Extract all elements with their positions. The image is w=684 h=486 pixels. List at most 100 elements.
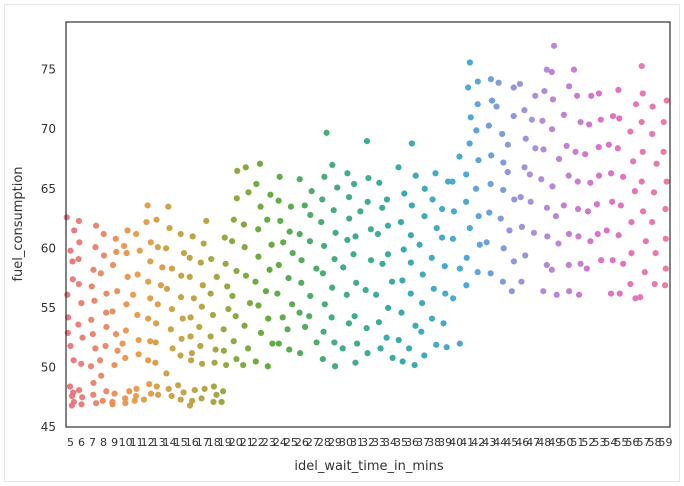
data-point bbox=[186, 254, 193, 261]
data-point bbox=[289, 249, 296, 257]
data-point bbox=[432, 170, 439, 177]
data-point bbox=[493, 103, 500, 110]
data-point bbox=[197, 342, 204, 350]
data-point bbox=[123, 301, 130, 308]
data-point bbox=[518, 278, 525, 285]
data-point bbox=[587, 179, 594, 186]
x-tick-label: 22 bbox=[251, 436, 265, 449]
data-point bbox=[388, 278, 396, 285]
data-point bbox=[240, 221, 247, 228]
x-tick-label: 40 bbox=[449, 436, 463, 449]
data-point bbox=[201, 385, 208, 392]
data-point bbox=[408, 140, 415, 147]
data-point bbox=[362, 286, 369, 294]
data-point bbox=[296, 230, 303, 238]
data-point bbox=[616, 290, 623, 297]
data-point bbox=[609, 113, 617, 120]
data-point bbox=[153, 216, 160, 223]
data-point bbox=[411, 361, 418, 369]
data-point bbox=[438, 234, 446, 241]
y-tick-label: 65 bbox=[41, 182, 56, 196]
data-point bbox=[521, 164, 528, 171]
data-point bbox=[189, 397, 196, 404]
data-point bbox=[79, 394, 86, 401]
data-point bbox=[550, 42, 558, 49]
data-point bbox=[234, 167, 241, 174]
data-point bbox=[467, 114, 474, 121]
data-point bbox=[198, 395, 205, 402]
data-point bbox=[543, 66, 550, 73]
data-point bbox=[100, 252, 108, 259]
x-tick-label: 12 bbox=[141, 436, 155, 449]
data-point bbox=[583, 265, 590, 272]
data-point bbox=[418, 328, 425, 335]
data-point bbox=[134, 311, 141, 319]
data-point bbox=[614, 145, 621, 152]
data-point bbox=[178, 335, 185, 342]
data-point bbox=[463, 171, 470, 178]
data-point bbox=[367, 257, 375, 264]
x-tick-label: 14 bbox=[163, 436, 177, 449]
data-point bbox=[320, 328, 327, 335]
data-point bbox=[532, 92, 539, 99]
x-tick-label: 52 bbox=[581, 436, 595, 449]
x-tick-label: 17 bbox=[196, 436, 210, 449]
data-point bbox=[67, 342, 74, 350]
data-point bbox=[296, 309, 303, 316]
data-point bbox=[177, 230, 184, 238]
data-point bbox=[257, 329, 265, 336]
data-point bbox=[96, 357, 104, 364]
data-point bbox=[323, 129, 330, 136]
data-point bbox=[157, 282, 164, 289]
data-point bbox=[103, 309, 110, 316]
data-point bbox=[133, 385, 140, 392]
data-point bbox=[563, 142, 570, 149]
data-point bbox=[177, 352, 184, 359]
data-point bbox=[225, 305, 232, 313]
data-point bbox=[257, 203, 264, 210]
data-point bbox=[508, 288, 515, 295]
data-point bbox=[210, 383, 217, 390]
data-point bbox=[191, 386, 198, 394]
data-point bbox=[102, 342, 109, 350]
data-point bbox=[229, 292, 236, 300]
data-point bbox=[660, 148, 667, 155]
x-tick-label: 32 bbox=[361, 436, 375, 449]
data-point bbox=[90, 379, 97, 387]
y-tick-label: 50 bbox=[41, 360, 56, 374]
data-point bbox=[306, 238, 314, 245]
x-tick-label: 15 bbox=[174, 436, 188, 449]
data-point bbox=[135, 336, 142, 344]
data-point bbox=[510, 258, 518, 265]
data-point bbox=[168, 392, 175, 400]
data-point bbox=[364, 198, 371, 205]
data-point bbox=[661, 282, 669, 289]
data-point bbox=[351, 180, 358, 188]
data-point bbox=[114, 288, 121, 295]
data-point bbox=[200, 240, 207, 247]
data-point bbox=[473, 127, 480, 134]
data-point bbox=[487, 180, 494, 188]
data-point bbox=[651, 280, 658, 288]
x-tick-label: 59 bbox=[659, 436, 673, 449]
x-tick-label: 29 bbox=[328, 436, 342, 449]
data-point bbox=[377, 345, 384, 352]
data-point bbox=[416, 241, 423, 248]
data-point bbox=[78, 300, 85, 307]
data-point bbox=[165, 203, 172, 210]
data-point bbox=[577, 118, 584, 126]
data-point bbox=[560, 111, 567, 119]
data-point bbox=[566, 83, 573, 90]
data-point bbox=[345, 320, 353, 327]
data-point bbox=[252, 358, 259, 365]
data-point bbox=[641, 269, 648, 276]
data-point bbox=[419, 271, 426, 278]
data-point bbox=[552, 213, 560, 220]
data-point bbox=[307, 211, 314, 219]
data-point bbox=[152, 359, 159, 366]
data-point bbox=[187, 314, 194, 321]
data-point bbox=[449, 178, 456, 185]
data-point bbox=[603, 227, 610, 234]
